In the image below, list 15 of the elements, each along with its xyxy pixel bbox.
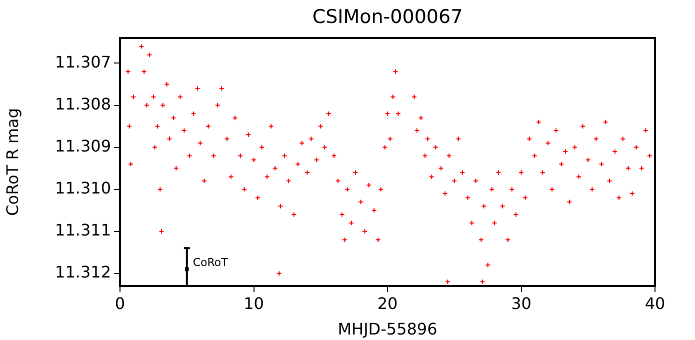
y-tick-label: 11.308 [55,94,111,114]
series-label: CoRoT [192,256,228,270]
y-axis-title: CoRoT R mag [2,108,22,216]
x-tick-label: 40 [644,294,666,313]
x-tick-label: 0 [114,294,126,313]
x-tick-label: 20 [377,294,398,313]
y-tick-label: 11.310 [55,178,111,198]
y-tick-label: 11.309 [55,136,111,156]
y-tick-label: 11.311 [55,220,111,240]
x-axis-title: MHJD-55896 [338,320,438,339]
y-tick-label: 11.312 [55,262,111,282]
x-tick-label: 30 [511,294,532,313]
chart-title: CSIMon-000067 [312,6,463,28]
x-tick-label: 10 [244,294,264,313]
y-tick-label: 11.307 [55,52,111,72]
